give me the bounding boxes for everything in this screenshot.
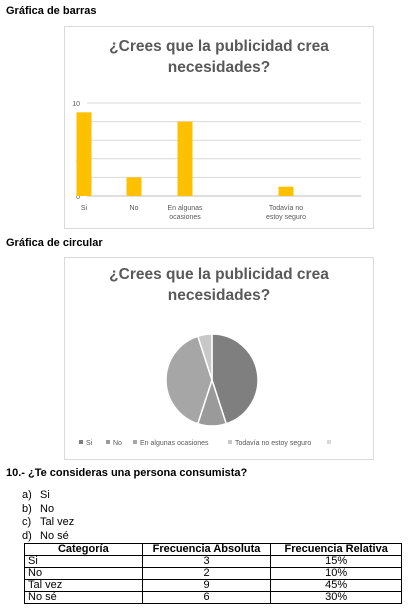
legend-label: En algunas ocasiones [140, 440, 209, 447]
legend-swatch [133, 440, 137, 444]
pie-chart-title: ¿Crees que la publicidad crea necesidade… [109, 266, 329, 304]
bar-chart-heading: Gráfica de barras [6, 5, 97, 17]
table-row: No sé 6 30% [24, 591, 402, 604]
legend-label: No [113, 440, 122, 447]
legend-swatch [228, 440, 232, 444]
table-row: Si 3 15% [24, 555, 402, 568]
legend-swatch [106, 440, 110, 444]
legend-swatch [327, 440, 331, 444]
option-letter: d) [22, 529, 32, 542]
table-cell: Si [24, 555, 143, 568]
option-item: d) No sé [22, 530, 74, 544]
table-cell: 9 [141, 579, 272, 592]
option-letter: b) [22, 502, 32, 515]
table-cell: 3 [141, 555, 272, 568]
y-tick-label: 10 [72, 101, 80, 108]
option-letter: c) [22, 516, 32, 528]
table-cell: 45% [270, 579, 402, 592]
pie-slice [165, 335, 213, 425]
option-text: Tal vez [40, 516, 75, 528]
table-cell: 6 [141, 591, 272, 604]
legend-swatch [79, 440, 83, 444]
option-letter: a) [22, 489, 32, 501]
table-row: No 2 10% [24, 567, 402, 580]
legend-label: Si [86, 440, 93, 447]
option-item: b) No [22, 503, 74, 517]
option-item: a) Si [22, 489, 74, 503]
pie-chart-plot: Si No En algunas ocasiones Todavía no estoy… [79, 333, 331, 447]
option-text: No sé [40, 529, 69, 542]
bar [177, 121, 193, 196]
bar [76, 112, 92, 196]
table-cell: No sé [24, 591, 143, 604]
table-row: Tal vez 9 45% [24, 579, 402, 592]
options-list: a) Si b) No c) Tal vez d) No sé [22, 489, 74, 543]
table-cell: 15% [270, 555, 402, 568]
question-title: 10.- ¿Te consideras una persona consumis… [6, 467, 248, 479]
pie-slice [211, 333, 259, 425]
table-header-cell: Categoría [24, 543, 143, 556]
bar [126, 177, 142, 196]
bar-chart: ¿Crees que la publicidad crea necesidade… [64, 26, 374, 229]
option-text: Si [40, 489, 50, 501]
x-tick-label: En algunas ocasiones [167, 205, 203, 221]
x-tick-label: Todavía no estoy seguro [266, 205, 306, 221]
table-cell: 30% [270, 591, 402, 604]
table-cell: 10% [270, 567, 402, 580]
bar [278, 186, 294, 196]
table-header-cell: Frecuencia Relativa [270, 543, 402, 556]
table-cell: Tal vez [24, 579, 143, 592]
pie-chart: ¿Crees que la publicidad crea necesidade… [64, 257, 374, 460]
option-text: No [40, 502, 55, 515]
x-tick-label: Si [81, 205, 88, 212]
y-tick-label: 0 [76, 194, 80, 201]
bar-chart-title: ¿Crees que la publicidad crea necesidade… [109, 38, 329, 76]
frequency-table: Categoría Frecuencia Absoluta Frecuencia… [24, 543, 402, 604]
table-header-cell: Frecuencia Absoluta [141, 543, 272, 556]
pie-chart-heading: Gráfica de circular [6, 237, 103, 249]
table-cell: 2 [141, 567, 272, 580]
legend-label: Todavía no estoy seguro [235, 440, 311, 447]
x-tick-label: No [130, 205, 139, 212]
table-header-row: Categoría Frecuencia Absoluta Frecuencia… [24, 543, 402, 556]
table-cell: No [24, 567, 143, 580]
option-item: c) Tal vez [22, 516, 74, 530]
pie-slice [196, 333, 213, 381]
